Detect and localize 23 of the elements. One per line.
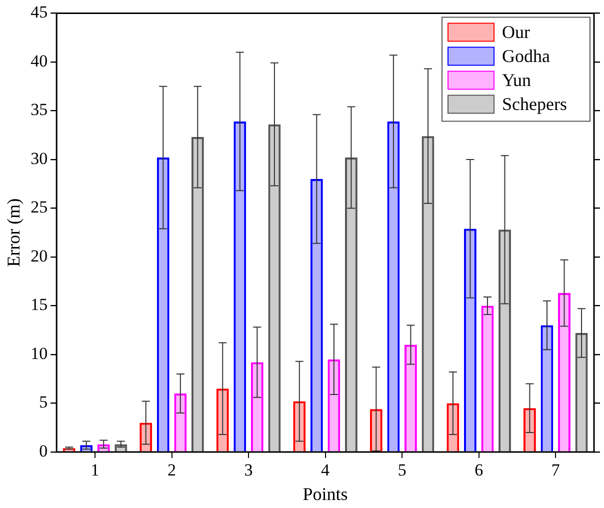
x-axis-title: Points (302, 484, 348, 504)
y-tick-label: 30 (30, 148, 48, 168)
x-tick-label: 1 (90, 460, 100, 480)
x-tick-label: 7 (551, 460, 560, 480)
y-tick-label: 45 (30, 2, 48, 22)
x-tick-label: 2 (168, 460, 176, 480)
x-tick-label: 5 (398, 460, 406, 480)
y-tick-label: 25 (30, 198, 48, 217)
x-tick-label: 6 (474, 460, 484, 480)
legend-label: Yun (502, 70, 532, 90)
y-tick-label: 10 (30, 344, 48, 363)
y-tick-label: 20 (30, 246, 48, 266)
legend-label: Godha (502, 46, 550, 66)
y-tick-label: 5 (39, 392, 48, 412)
x-tick-label: 4 (321, 460, 330, 480)
legend-label: Our (502, 22, 530, 42)
x-tick-label: 3 (244, 460, 253, 480)
y-axis-title: Error (m) (4, 198, 24, 267)
legend-label: Schepers (502, 94, 567, 114)
y-tick-label: 35 (30, 100, 48, 120)
y-tick-label: 15 (30, 295, 48, 314)
y-tick-label: 40 (30, 51, 48, 70)
y-tick-label: 0 (39, 441, 48, 460)
